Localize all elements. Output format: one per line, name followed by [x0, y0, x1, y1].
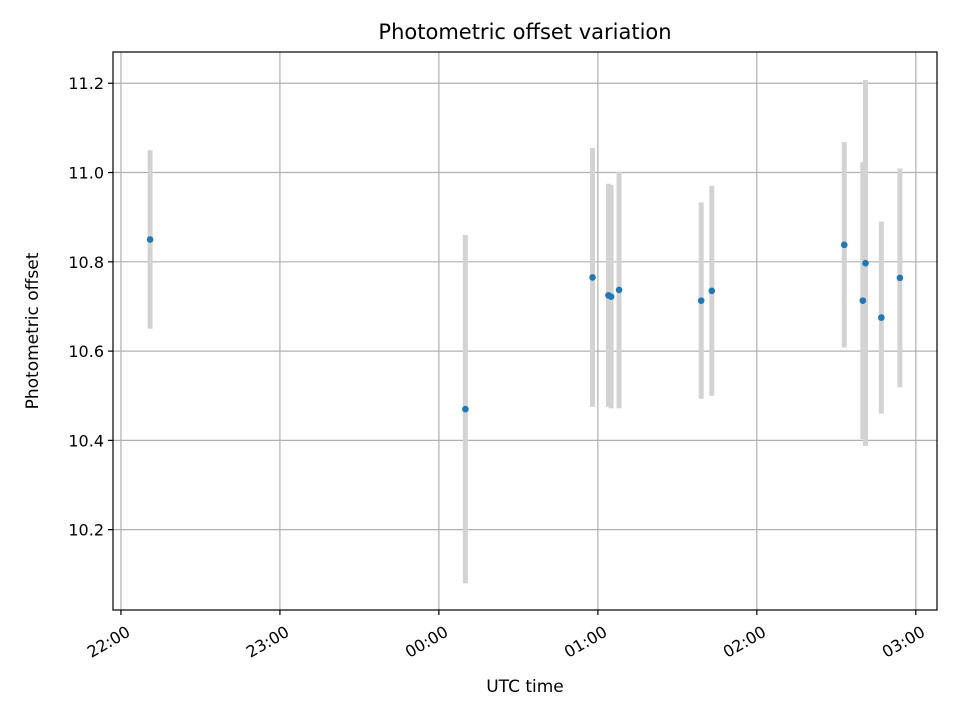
x-tick-label: 02:00: [720, 622, 769, 662]
x-tick-label: 01:00: [561, 622, 610, 662]
x-tick-label: 00:00: [402, 622, 451, 662]
data-point: [840, 241, 848, 249]
y-axis-ticks: 10.2 10.4 10.6 10.8 11.0 11.2: [68, 74, 113, 540]
data-point: [697, 297, 705, 304]
y-tick-label: 10.4: [68, 431, 104, 450]
data-point: [859, 297, 867, 304]
chart-title: Photometric offset variation: [378, 20, 671, 44]
x-axis-label: UTC time: [486, 677, 564, 697]
data-point: [878, 314, 885, 321]
y-tick-label: 11.2: [68, 74, 104, 93]
data-point: [862, 259, 869, 267]
plot-frame: [112, 51, 938, 611]
data-point: [462, 405, 469, 413]
data-point: [589, 274, 596, 281]
y-tick-label: 10.2: [68, 521, 104, 540]
data-point: [615, 286, 623, 294]
y-tick-label: 11.0: [68, 164, 104, 183]
data-point: [146, 236, 154, 243]
y-axis-label: Photometric offset: [23, 252, 43, 409]
x-axis-ticks: 22:00 23:00 00:00 01:00 02:00 03:00: [84, 610, 928, 662]
data-point: [708, 287, 716, 295]
y-tick-label: 10.8: [68, 253, 104, 272]
data-points: [146, 236, 904, 413]
error-bars: [147, 80, 903, 584]
data-point: [607, 293, 615, 300]
x-tick-label: 23:00: [243, 622, 292, 662]
data-point: [896, 274, 904, 282]
x-tick-label: 22:00: [84, 622, 133, 662]
x-tick-label: 03:00: [879, 622, 928, 662]
grid: [113, 52, 937, 610]
y-tick-label: 10.6: [68, 342, 104, 361]
